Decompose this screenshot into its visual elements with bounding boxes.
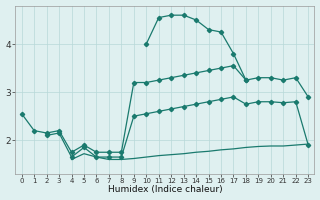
X-axis label: Humidex (Indice chaleur): Humidex (Indice chaleur) xyxy=(108,185,222,194)
